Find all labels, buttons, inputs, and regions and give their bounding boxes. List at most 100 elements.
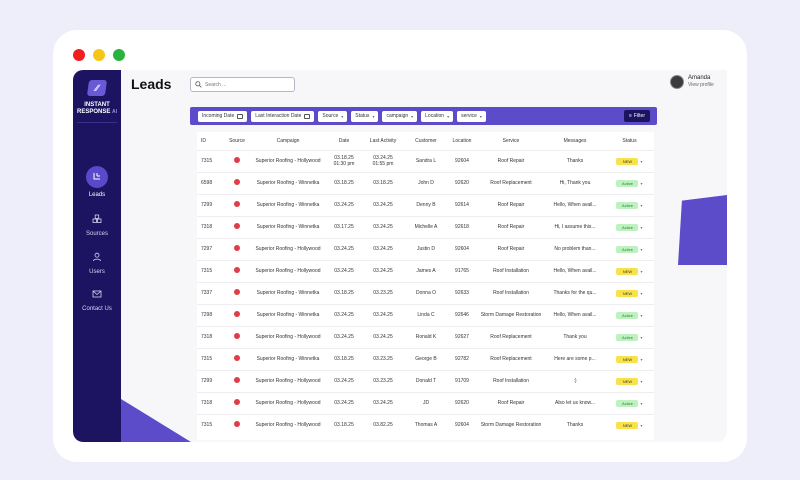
- status-badge[interactable]: NEW: [616, 267, 639, 275]
- sidebar-item-users[interactable]: Users: [73, 249, 121, 275]
- last-activity-value: 03.24.25: [373, 312, 393, 318]
- leads-icon: [86, 166, 108, 188]
- column-header[interactable]: Campaign: [276, 137, 300, 144]
- cell-status[interactable]: NEW ▾: [605, 347, 654, 370]
- sidebar-item-contact-us[interactable]: Contact Us: [73, 286, 121, 312]
- status-badge[interactable]: NEW: [616, 157, 639, 165]
- avatar[interactable]: [670, 75, 684, 89]
- cell-status[interactable]: NEW ▾: [605, 281, 654, 304]
- filter-button[interactable]: ≡ Filter: [623, 110, 650, 122]
- cell-customer: Thomas A: [405, 413, 447, 436]
- column-header[interactable]: Last Activity: [369, 137, 397, 144]
- maximize-window-dot[interactable]: [113, 49, 125, 61]
- chevron-down-icon[interactable]: ▾: [640, 158, 643, 164]
- column-header[interactable]: Status: [622, 137, 637, 144]
- filter-last-interaction-date[interactable]: Last Interaction Date: [251, 110, 315, 122]
- cell-status[interactable]: Active ▾: [605, 325, 654, 348]
- filter-bar: Incoming Date Last Interaction Date Sour…: [190, 107, 657, 125]
- cell-last-activity: 03.23.25: [361, 347, 405, 370]
- search-box[interactable]: [190, 77, 295, 92]
- cell-service: Roof Installation: [477, 369, 545, 392]
- date-value: 03.18.25: [334, 180, 354, 186]
- filter-service[interactable]: service ▾: [457, 110, 486, 122]
- user-profile[interactable]: Amanda View profile: [670, 75, 714, 89]
- status-badge[interactable]: Active: [616, 201, 639, 209]
- column-header[interactable]: Service: [502, 137, 520, 144]
- chevron-down-icon[interactable]: ▾: [640, 356, 643, 362]
- filter-incoming-date[interactable]: Incoming Date: [198, 110, 248, 122]
- status-badge[interactable]: NEW: [616, 355, 639, 363]
- column-header[interactable]: ID: [201, 137, 206, 144]
- cell-status[interactable]: Active ▾: [605, 237, 654, 260]
- column-header[interactable]: Location: [452, 137, 472, 144]
- cell-location: 92614: [447, 193, 477, 216]
- sidebar-item-leads[interactable]: Leads: [73, 166, 121, 198]
- status-badge[interactable]: NEW: [616, 421, 639, 429]
- search-input[interactable]: [205, 81, 290, 88]
- table-row[interactable]: 7297 Superior Roofing - Hollywood 03.24.25…: [197, 237, 654, 260]
- sidebar-item-sources[interactable]: Sources: [73, 211, 121, 237]
- table-row[interactable]: 7299 Superior Roofing - Hollywood 03.24.25…: [197, 369, 654, 392]
- table-row[interactable]: 7315 Superior Roofing - Hollywood 03.24.25…: [197, 259, 654, 282]
- table-row[interactable]: 7298 Superior Roofing - Winnetka 03.24.25 0…: [197, 303, 654, 326]
- status-badge[interactable]: NEW: [616, 377, 639, 385]
- view-profile-link[interactable]: View profile: [688, 82, 714, 88]
- table-row[interactable]: 7337 Superior Roofing - Winnetka 03.18.25 0…: [197, 281, 654, 304]
- chevron-down-icon[interactable]: ▾: [640, 422, 643, 428]
- cell-status[interactable]: Active ▾: [605, 193, 654, 216]
- table-row[interactable]: 6598 Superior Roofing - Winnetka 03.18.25 0…: [197, 171, 654, 194]
- filter-location[interactable]: Location ▾: [421, 110, 454, 122]
- cell-status[interactable]: Active ▾: [605, 215, 654, 238]
- cell-service: Roof Repair: [477, 215, 545, 238]
- chevron-down-icon[interactable]: ▾: [640, 312, 643, 318]
- column-header[interactable]: Source: [229, 137, 245, 144]
- status-badge[interactable]: Active: [616, 333, 639, 341]
- cell-status[interactable]: Active ▾: [605, 391, 654, 414]
- table-row[interactable]: 7318 Superior Roofing - Hollywood 03.24.25…: [197, 391, 654, 414]
- status-badge[interactable]: Active: [616, 311, 639, 319]
- table-row[interactable]: 7299 Superior Roofing - Winnetka 03.24.25 0…: [197, 193, 654, 216]
- chevron-down-icon[interactable]: ▾: [640, 268, 643, 274]
- chevron-down-icon[interactable]: ▾: [640, 400, 643, 406]
- chevron-down-icon[interactable]: ▾: [640, 334, 643, 340]
- cell-date: 03.24.25: [327, 193, 361, 216]
- status-badge[interactable]: Active: [616, 223, 639, 231]
- cell-last-activity: 03.24.25: [361, 391, 405, 414]
- cell-status[interactable]: NEW ▾: [605, 149, 654, 172]
- cell-status[interactable]: NEW ▾: [605, 369, 654, 392]
- cell-customer: Sandra L: [405, 149, 447, 172]
- filter-status[interactable]: Status ▾: [351, 110, 379, 122]
- chevron-down-icon[interactable]: ▾: [640, 246, 643, 252]
- status-badge[interactable]: Active: [616, 179, 639, 187]
- status-badge[interactable]: NEW: [616, 289, 639, 297]
- table-row[interactable]: 7315 Superior Roofing - Hollywood 03.18.25…: [197, 149, 654, 172]
- status-badge[interactable]: Active: [616, 245, 639, 253]
- column-header[interactable]: Customer: [415, 137, 437, 144]
- cell-status[interactable]: NEW ▾: [605, 413, 654, 436]
- cell-status[interactable]: NEW ▾: [605, 259, 654, 282]
- chevron-down-icon[interactable]: ▾: [640, 290, 643, 296]
- cell-last-activity: 03.24.25 01:55 pm: [361, 149, 405, 172]
- table-row[interactable]: 7318 Superior Roofing - Winnetka 03.17.25 0…: [197, 215, 654, 238]
- table-row[interactable]: 7315 Superior Roofing - Hollywood 03.18.25…: [197, 413, 654, 436]
- page-title: Leads: [131, 76, 172, 92]
- column-header[interactable]: Messages: [563, 137, 587, 144]
- column-header[interactable]: Date: [338, 137, 350, 144]
- brand-logo[interactable]: ⁄⁄ INSTANT RESPONSE AI: [77, 80, 117, 123]
- filter-campaign[interactable]: campaign ▾: [382, 110, 418, 122]
- filter-source[interactable]: Source ▾: [318, 110, 348, 122]
- table-row[interactable]: 7318 Superior Roofing - Hollywood 03.24.25…: [197, 325, 654, 348]
- chevron-down-icon[interactable]: ▾: [640, 202, 643, 208]
- cell-status[interactable]: Active ▾: [605, 171, 654, 194]
- status-badge[interactable]: Active: [616, 399, 639, 407]
- cell-status[interactable]: Active ▾: [605, 303, 654, 326]
- last-activity-value: 03.24.25: [373, 155, 393, 161]
- chevron-down-icon[interactable]: ▾: [640, 224, 643, 230]
- table-row[interactable]: 7315 Superior Roofing - Winnetka 03.18.25 0…: [197, 347, 654, 370]
- date-value: 03.17.25: [334, 224, 354, 230]
- minimize-window-dot[interactable]: [93, 49, 105, 61]
- chevron-down-icon[interactable]: ▾: [640, 378, 643, 384]
- chevron-down-icon[interactable]: ▾: [640, 180, 643, 186]
- close-window-dot[interactable]: [73, 49, 85, 61]
- cell-campaign: Superior Roofing - Winnetka: [249, 193, 327, 216]
